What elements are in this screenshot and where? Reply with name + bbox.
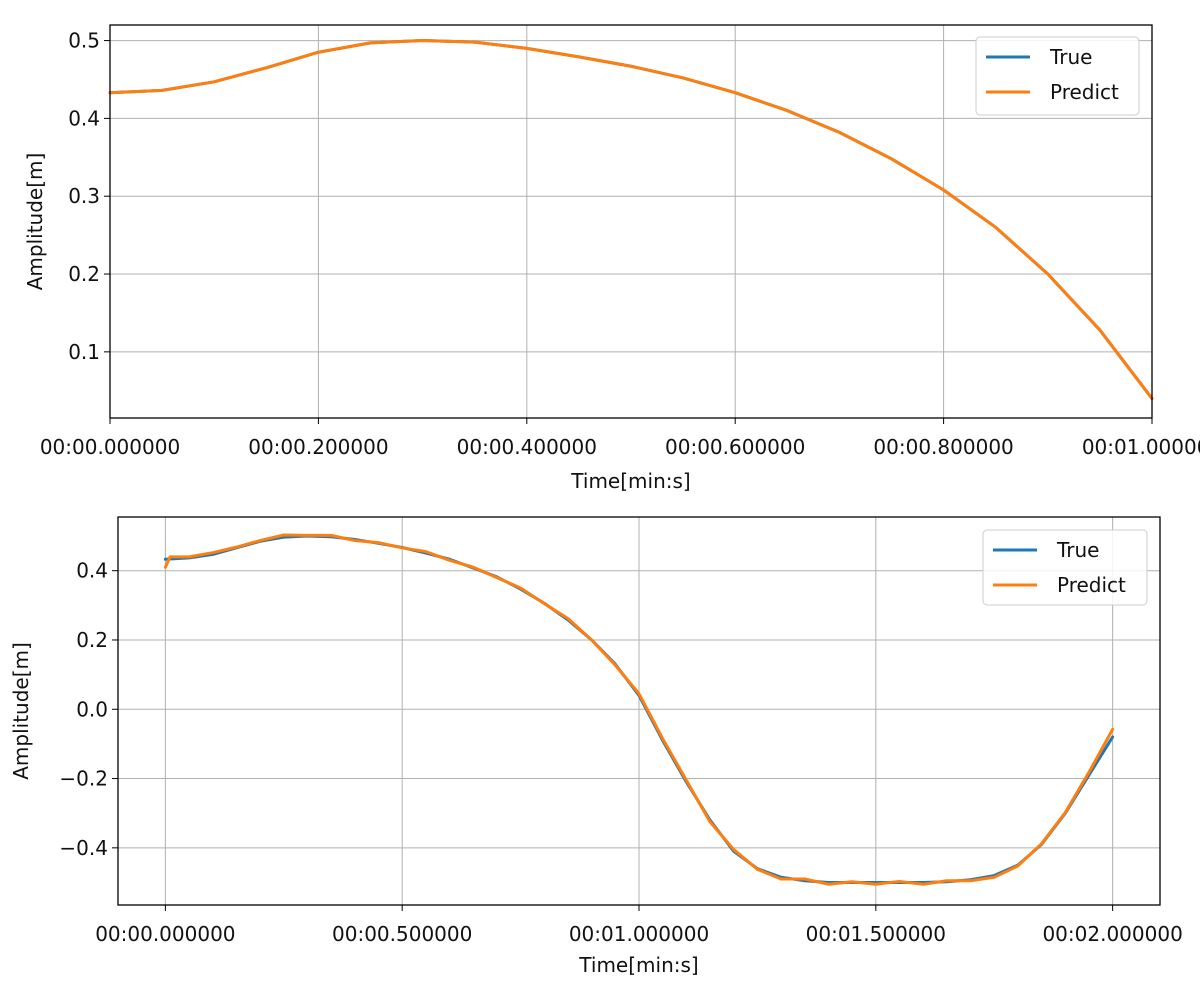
chart-top: 00:00.000000 00:00.200000 00:00.400000 00:0… [23, 24, 1200, 493]
x-axis-label-top: Time[min:s] [570, 469, 690, 493]
y-tick-label-bottom: 0.4 [76, 559, 108, 583]
x-tick-label-bottom: 00:00.500000 [332, 922, 472, 946]
y-tick-label-bottom: −0.2 [59, 767, 108, 791]
y-tick-label-bottom: −0.4 [59, 836, 108, 860]
x-tick-label-top: 00:00.800000 [873, 435, 1013, 459]
x-ticks-top: 00:00.000000 00:00.200000 00:00.400000 00:0… [40, 418, 1200, 459]
legend-label-true-top: True [1049, 45, 1092, 69]
x-tick-label-bottom: 00:00.000000 [95, 922, 235, 946]
legend-label-true-bottom: True [1056, 538, 1099, 562]
y-tick-label-bottom: 0.0 [76, 697, 108, 721]
x-tick-label-top: 00:00.400000 [457, 435, 597, 459]
y-tick-label-top: 0.5 [68, 29, 100, 53]
y-tick-label-top: 0.2 [68, 262, 100, 286]
y-tick-label-top: 0.1 [68, 340, 100, 364]
series-lines-bottom [163, 533, 1115, 886]
x-tick-label-bottom: 00:01.500000 [806, 922, 946, 946]
series-line-predict-bottom [163, 533, 1115, 886]
legend-label-predict-top: Predict [1050, 80, 1119, 104]
x-tick-label-top: 00:00.600000 [665, 435, 805, 459]
x-ticks-bottom: 00:00.000000 00:00.500000 00:01.000000 00:0… [95, 905, 1183, 946]
y-tick-label-top: 0.3 [68, 184, 100, 208]
chart-bottom: 00:00.000000 00:00.500000 00:01.000000 00:0… [9, 516, 1183, 977]
y-axis-label-top: Amplitude[m] [23, 153, 47, 291]
legend-bottom: True Predict [982, 529, 1148, 606]
series-lines-top [108, 39, 1154, 401]
y-tick-label-top: 0.4 [68, 106, 100, 130]
y-ticks-bottom: −0.4 −0.2 0.0 0.2 0.4 [59, 559, 118, 860]
x-tick-label-bottom: 00:01.000000 [569, 922, 709, 946]
x-tick-label-top: 00:00.200000 [248, 435, 388, 459]
series-line-predict-top [108, 39, 1154, 401]
y-axis-label-bottom: Amplitude[m] [9, 642, 33, 780]
plot-frame-top [109, 24, 1153, 419]
x-tick-label-bottom: 00:02.000000 [1042, 922, 1182, 946]
y-tick-label-bottom: 0.2 [76, 628, 108, 652]
legend-top: True Predict [975, 36, 1140, 116]
y-ticks-top: 0.1 0.2 0.3 0.4 0.5 [68, 29, 110, 364]
x-tick-label-top: 00:01.000000 [1082, 435, 1200, 459]
x-tick-label-top: 00:00.000000 [40, 435, 180, 459]
x-axis-label-bottom: Time[min:s] [578, 953, 698, 977]
legend-label-predict-bottom: Predict [1057, 573, 1126, 597]
